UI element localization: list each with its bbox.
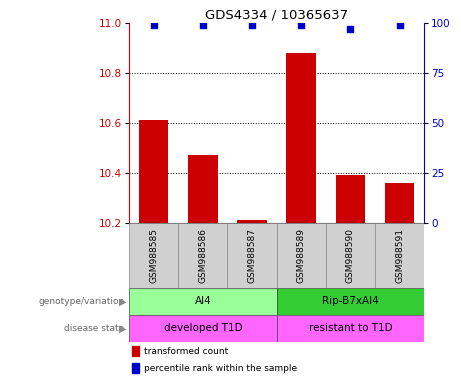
Point bbox=[248, 22, 256, 28]
Bar bbox=[178, 223, 227, 288]
Text: GSM988586: GSM988586 bbox=[198, 228, 207, 283]
Text: percentile rank within the sample: percentile rank within the sample bbox=[144, 364, 297, 373]
Text: developed T1D: developed T1D bbox=[164, 323, 242, 333]
Bar bbox=[139, 120, 168, 223]
Bar bbox=[188, 155, 218, 223]
Text: disease state: disease state bbox=[64, 324, 124, 333]
Text: resistant to T1D: resistant to T1D bbox=[308, 323, 392, 333]
Text: GSM988585: GSM988585 bbox=[149, 228, 158, 283]
Bar bbox=[129, 315, 277, 342]
Bar bbox=[375, 223, 424, 288]
Text: GSM988590: GSM988590 bbox=[346, 228, 355, 283]
Bar bbox=[132, 363, 139, 373]
Text: GSM988587: GSM988587 bbox=[248, 228, 256, 283]
Bar bbox=[336, 175, 365, 223]
Bar bbox=[286, 53, 316, 223]
Point bbox=[347, 26, 354, 32]
Bar bbox=[237, 220, 267, 223]
Bar bbox=[326, 223, 375, 288]
Text: ▶: ▶ bbox=[119, 296, 127, 306]
Text: AI4: AI4 bbox=[195, 296, 211, 306]
Bar bbox=[132, 346, 139, 356]
Bar bbox=[129, 223, 178, 288]
Text: Rip-B7xAI4: Rip-B7xAI4 bbox=[322, 296, 379, 306]
Bar bbox=[277, 315, 424, 342]
Point bbox=[297, 22, 305, 28]
Bar bbox=[385, 183, 414, 223]
Point bbox=[396, 22, 403, 28]
Bar bbox=[129, 288, 277, 315]
Bar bbox=[277, 288, 424, 315]
Text: transformed count: transformed count bbox=[144, 347, 228, 356]
Text: ▶: ▶ bbox=[119, 323, 127, 333]
Bar bbox=[227, 223, 277, 288]
Title: GDS4334 / 10365637: GDS4334 / 10365637 bbox=[205, 9, 348, 22]
Point bbox=[199, 22, 207, 28]
Text: GSM988589: GSM988589 bbox=[297, 228, 306, 283]
Point bbox=[150, 22, 157, 28]
Bar bbox=[277, 223, 326, 288]
Text: GSM988591: GSM988591 bbox=[395, 228, 404, 283]
Text: genotype/variation: genotype/variation bbox=[38, 297, 124, 306]
